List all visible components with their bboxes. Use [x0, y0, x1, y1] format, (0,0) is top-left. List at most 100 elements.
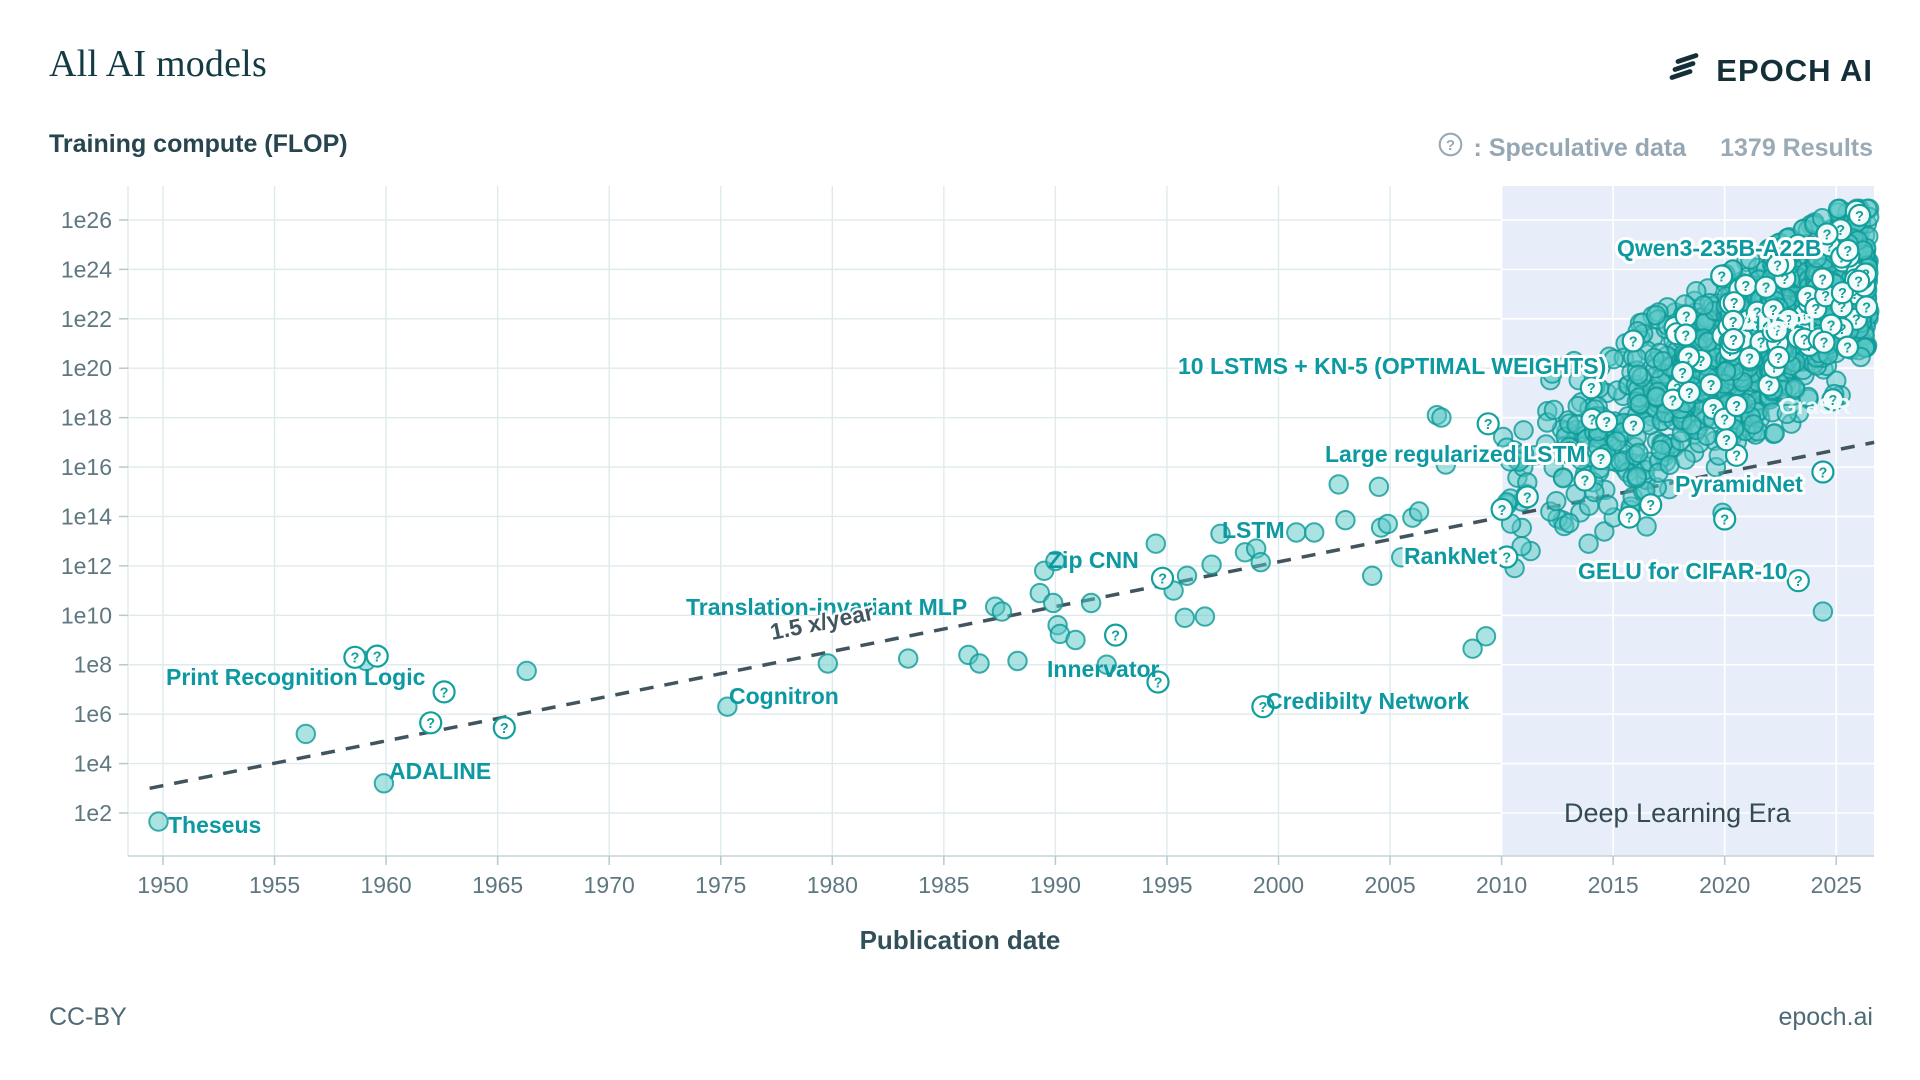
x-tick-label: 1955: [249, 872, 300, 898]
svg-text:?: ?: [1523, 490, 1532, 506]
svg-text:?: ?: [1684, 350, 1693, 366]
svg-text:?: ?: [1588, 413, 1597, 429]
svg-text:?: ?: [1629, 334, 1638, 350]
svg-text:?: ?: [1800, 333, 1809, 349]
x-axis-title: Publication date: [859, 925, 1061, 955]
y-tick-label: 1e22: [61, 306, 112, 332]
svg-text:?: ?: [1685, 386, 1694, 402]
svg-text:?: ?: [1803, 290, 1812, 306]
svg-text:?: ?: [373, 650, 382, 666]
epoch-logo-icon: [1668, 50, 1704, 91]
svg-text:?: ?: [1850, 287, 1859, 303]
svg-text:?: ?: [1855, 209, 1864, 225]
brand: EPOCH AI: [1668, 50, 1873, 91]
svg-text:?: ?: [1602, 415, 1611, 431]
svg-text:?: ?: [1732, 399, 1741, 415]
svg-text:?: ?: [1823, 227, 1832, 243]
svg-text:?: ?: [1852, 313, 1861, 329]
svg-text:?: ?: [1800, 308, 1809, 324]
svg-text:?: ?: [1836, 223, 1845, 239]
x-tick-label: 1985: [918, 872, 969, 898]
svg-text:?: ?: [1838, 286, 1847, 302]
x-tick-label: 1980: [807, 872, 858, 898]
speculative-legend: ? : Speculative data 1379 Results: [1437, 131, 1873, 165]
svg-text:?: ?: [1697, 354, 1706, 370]
x-tick-label: 1995: [1141, 872, 1192, 898]
svg-text:?: ?: [1729, 333, 1738, 349]
x-tick-label: 1990: [1030, 872, 1081, 898]
license-text: CC-BY: [49, 1003, 127, 1031]
svg-text:?: ?: [1769, 303, 1778, 319]
svg-text:?: ?: [1646, 498, 1655, 514]
svg-text:?: ?: [1828, 393, 1837, 409]
svg-text:?: ?: [1757, 335, 1766, 351]
brand-text: EPOCH AI: [1716, 52, 1873, 88]
svg-text:?: ?: [1780, 272, 1789, 288]
axes: 1950 1955 1960 1965 1970 1975 1980 1985 1990 1995…: [61, 207, 1874, 898]
results-count: 1379 Results: [1720, 133, 1873, 162]
svg-text:?: ?: [1827, 319, 1836, 335]
svg-text:?: ?: [1744, 314, 1753, 330]
annotation-theseus: Theseus: [168, 812, 261, 838]
speculative-markers: ????????????????????????????????????????…: [343, 199, 1879, 740]
annotation-zip-cnn: Zip CNN: [1048, 547, 1139, 573]
svg-text:?: ?: [1730, 296, 1739, 312]
svg-text:?: ?: [1678, 366, 1687, 382]
site-text: epoch.ai: [1778, 1003, 1873, 1031]
annotation-deep-learning-era: Deep Learning Era: [1564, 798, 1792, 828]
svg-text:?: ?: [440, 685, 449, 701]
svg-text:?: ?: [500, 721, 509, 737]
speculative-legend-label: : Speculative data: [1473, 133, 1687, 162]
svg-text:?: ?: [1745, 352, 1754, 368]
svg-text:?: ?: [1729, 315, 1738, 331]
svg-text:?: ?: [1774, 351, 1783, 367]
svg-text:?: ?: [1502, 550, 1511, 566]
annotation-credibilty-network: Credibilty Network: [1266, 688, 1469, 714]
page-title: All AI models: [49, 43, 267, 85]
svg-text:?: ?: [1825, 239, 1834, 255]
annotation-qwen3-235b-a22b: Qwen3-235B-A22B: [1617, 235, 1822, 261]
svg-text:?: ?: [1720, 512, 1729, 528]
annotation-cognitron: Cognitron: [729, 683, 839, 709]
svg-text:?: ?: [1773, 259, 1782, 275]
annotation-lstm: LSTM: [1222, 517, 1285, 543]
svg-text:?: ?: [1741, 279, 1750, 295]
annotations: Theseus Print Recognition Logic ADALINE Cog…: [166, 232, 1851, 838]
annotation-abgpt: AbGPT: [1741, 309, 1819, 335]
x-tick-label: 1975: [695, 872, 746, 898]
y-tick-label: 1e12: [61, 553, 112, 579]
svg-text:?: ?: [1154, 675, 1163, 691]
annotation-pyramidnet: PyramidNet: [1675, 471, 1803, 497]
y-tick-label: 1e26: [61, 207, 112, 233]
svg-text:?: ?: [1843, 341, 1852, 357]
x-tick-label: 1970: [584, 872, 635, 898]
svg-text:?: ?: [1837, 300, 1846, 316]
svg-text:?: ?: [1818, 465, 1827, 481]
svg-text:?: ?: [1753, 306, 1762, 322]
svg-text:?: ?: [1854, 275, 1863, 291]
x-tick-label: 2015: [1588, 872, 1639, 898]
svg-text:?: ?: [426, 716, 435, 732]
svg-text:?: ?: [1773, 324, 1782, 340]
x-tick-label: 1950: [137, 872, 188, 898]
annotation-innervator: Innervator: [1047, 656, 1160, 682]
svg-text:?: ?: [1717, 269, 1726, 285]
svg-text:?: ?: [1762, 281, 1771, 297]
svg-text:?: ?: [1707, 378, 1716, 394]
y-tick-label: 1e10: [61, 602, 112, 628]
svg-text:?: ?: [1862, 300, 1871, 316]
svg-text:?: ?: [1565, 446, 1574, 462]
annotation-gelu-for-cifar-10: GELU for CIFAR-10: [1578, 558, 1788, 584]
svg-text:?: ?: [1820, 336, 1829, 352]
svg-text:?: ?: [1838, 322, 1847, 338]
trend-line: [149, 440, 1875, 791]
svg-text:?: ?: [1773, 337, 1782, 353]
svg-text:?: ?: [1784, 313, 1793, 329]
svg-text:?: ?: [1720, 413, 1729, 429]
svg-text:?: ?: [1765, 379, 1774, 395]
y-tick-label: 1e24: [61, 256, 112, 282]
y-tick-label: 1e16: [61, 454, 112, 480]
svg-text:?: ?: [1811, 302, 1820, 318]
